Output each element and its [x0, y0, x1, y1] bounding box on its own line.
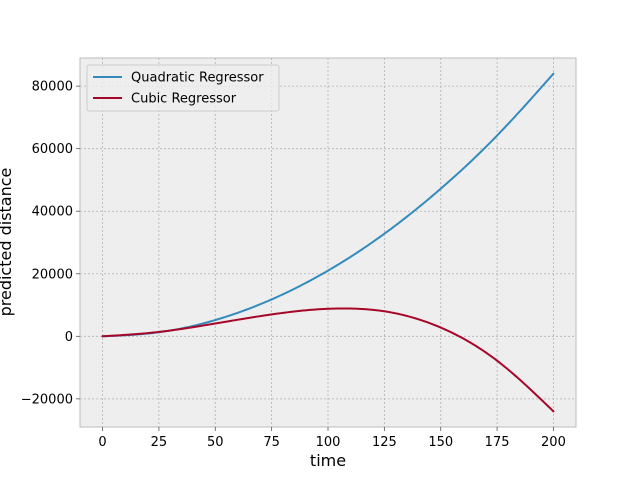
x-tick-label: 25 — [151, 435, 168, 450]
y-tick-label: 0 — [65, 330, 73, 345]
x-tick-label: 50 — [207, 435, 224, 450]
y-tick-label: 60000 — [32, 142, 73, 157]
y-tick-label: 80000 — [32, 80, 73, 95]
y-tick-label: −20000 — [21, 392, 73, 407]
legend-label-1: Cubic Regressor — [131, 92, 237, 107]
grid-layer — [80, 58, 576, 427]
x-tick-label: 125 — [372, 435, 397, 450]
x-axis-title: time — [310, 451, 346, 470]
x-tick-label: 0 — [98, 435, 106, 450]
series-line-1 — [101, 307, 555, 413]
y-tick-label: 20000 — [32, 267, 73, 282]
legend-label-0: Quadratic Regressor — [131, 71, 264, 86]
x-tick-label: 200 — [541, 435, 566, 450]
x-tick-label: 150 — [428, 435, 453, 450]
y-axis-title: predicted distance — [0, 168, 15, 317]
tick-layer: 0 25 50 75 100 125 150 175 200 −20000 0 20000 40000 6… — [21, 80, 566, 450]
x-tick-label: 100 — [316, 435, 341, 450]
legend: Quadratic Regressor Cubic Regressor — [86, 64, 280, 112]
series-layer — [101, 72, 555, 413]
x-tick-label: 75 — [263, 435, 280, 450]
x-tick-label: 175 — [485, 435, 510, 450]
y-tick-label: 40000 — [32, 205, 73, 220]
legend-box — [86, 64, 280, 112]
